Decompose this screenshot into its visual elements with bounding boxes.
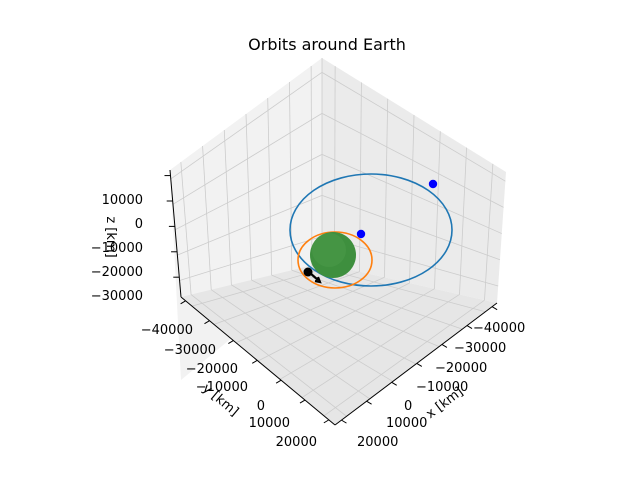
x-tick-label: −10000: [416, 380, 468, 395]
z-tick-label: −20000: [91, 265, 143, 280]
y-tick-mark: [228, 340, 234, 344]
z-axis-label: z [km]: [103, 216, 118, 257]
satellite-point-inner: [356, 229, 366, 239]
x-tick-label: 0: [404, 399, 412, 414]
earth-shading: [312, 233, 346, 267]
grid-line: [172, 113, 323, 205]
grid-line: [180, 161, 192, 295]
x-tick-mark: [466, 325, 473, 329]
y-axis-line: [180, 296, 336, 426]
x-tick-label: 10000: [386, 416, 427, 431]
y-tick-label: −10000: [196, 380, 248, 395]
y-tick-mark: [275, 379, 282, 384]
grid-line: [245, 113, 252, 281]
y-tick-mark: [204, 320, 210, 325]
grid-line: [170, 72, 323, 180]
z-axis-line: [169, 169, 182, 298]
pane-right: [322, 58, 506, 303]
x-tick-mark: [416, 362, 423, 367]
chart-title: Orbits around Earth: [248, 35, 406, 54]
grid-line: [321, 194, 501, 261]
grid-line: [301, 294, 460, 398]
x-tick-mark: [391, 381, 397, 386]
y-tick-mark: [180, 300, 186, 305]
x-tick-mark: [441, 344, 448, 348]
plot-marks: [289, 173, 453, 289]
x-tick-label: −30000: [454, 341, 506, 356]
grid-line: [179, 235, 323, 281]
x-tick-label: 20000: [357, 435, 398, 450]
grid-line: [310, 65, 313, 266]
satellite-point-outer: [428, 179, 438, 189]
z-ticks: 10000 0 −10000 −20000 −30000: [91, 175, 180, 304]
y-tick-label: −30000: [164, 343, 216, 358]
x-tick-label: −40000: [473, 321, 525, 336]
grid-line: [279, 288, 435, 380]
grid-line: [384, 98, 389, 278]
grid-line: [323, 299, 485, 417]
grid-line: [434, 131, 441, 289]
x-axis-line: [334, 302, 498, 426]
axis-edges: [169, 169, 498, 426]
grid-line: [174, 153, 323, 231]
z-tick-label: 10000: [102, 193, 143, 208]
x-ticks: −40000 −30000 −20000 −10000 0 10000 20000: [341, 306, 525, 450]
y-ticks: −40000 −30000 −20000 −10000 0 10000 20000: [141, 300, 330, 450]
grid-line: [321, 72, 506, 182]
y-tick-mark: [251, 359, 258, 364]
y-tick-mark: [323, 419, 330, 424]
x-tick-mark: [491, 306, 498, 311]
y-tick-label: 20000: [276, 435, 317, 450]
x-tick-mark: [341, 419, 347, 424]
grid-line: [321, 153, 502, 234]
grid-lines: [170, 58, 506, 417]
z-tick-label: −30000: [91, 289, 143, 304]
y-tick-label: 0: [257, 399, 265, 414]
grid-line: [235, 276, 385, 344]
orbit-large: [289, 173, 453, 287]
grid-line: [459, 147, 467, 295]
y-tick-label: 10000: [249, 416, 290, 431]
x-tick-label: −20000: [435, 361, 487, 376]
grid-line: [409, 114, 415, 284]
axes-panes: [170, 58, 506, 425]
y-tick-mark: [299, 399, 306, 404]
grid-line: [267, 97, 273, 276]
grid-line: [223, 129, 232, 285]
grid-line: [202, 145, 212, 290]
y-tick-label: −20000: [186, 362, 238, 377]
y-tick-label: −40000: [141, 323, 193, 338]
orbit-small: [297, 231, 373, 289]
grid-line: [257, 282, 410, 362]
grid-line: [484, 163, 494, 301]
z-tick-label: −10000: [91, 241, 143, 256]
pane-floor: [181, 263, 497, 425]
x-tick-mark: [366, 400, 372, 405]
grid-line: [321, 112, 504, 208]
marker-arrow: [309, 272, 322, 284]
z-tick-label: 0: [135, 217, 143, 232]
